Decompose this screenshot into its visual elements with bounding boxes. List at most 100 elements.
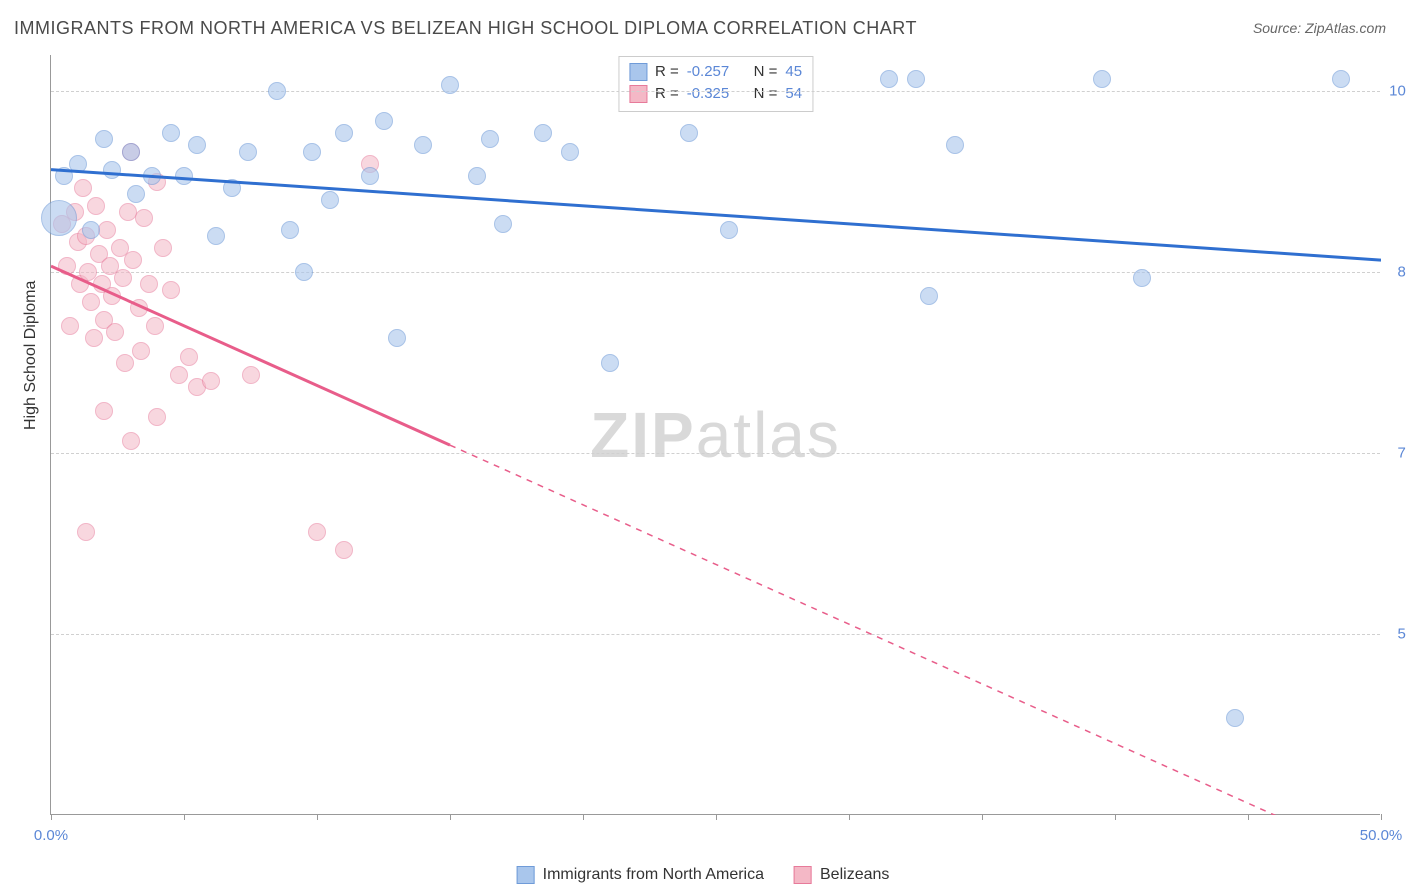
trend-lines [51, 55, 1381, 815]
data-point [103, 287, 121, 305]
data-point [87, 197, 105, 215]
data-point [95, 130, 113, 148]
x-tick [1248, 814, 1249, 820]
x-tick [583, 814, 584, 820]
legend-stats: R = -0.257 N = 45 R = -0.325 N = 54 [618, 56, 813, 112]
source-value: ZipAtlas.com [1305, 20, 1386, 36]
r-label-0: R = [655, 61, 679, 83]
legend-item-label-0: Immigrants from North America [543, 866, 764, 884]
y-tick-label: 70.0% [1385, 445, 1406, 462]
plot-area: ZIPatlas R = -0.257 N = 45 R = -0.325 N … [50, 55, 1380, 815]
data-point [907, 70, 925, 88]
data-point [1332, 70, 1350, 88]
data-point [720, 221, 738, 239]
x-tick-label: 50.0% [1360, 827, 1403, 844]
data-point [140, 275, 158, 293]
r-label-1: R = [655, 83, 679, 105]
data-point [361, 167, 379, 185]
x-tick-label: 0.0% [34, 827, 68, 844]
legend-stats-row-0: R = -0.257 N = 45 [629, 61, 802, 83]
data-point [95, 402, 113, 420]
data-point [946, 136, 964, 154]
data-point [202, 372, 220, 390]
data-point [1133, 269, 1151, 287]
data-point [1226, 709, 1244, 727]
data-point [388, 329, 406, 347]
data-point [239, 143, 257, 161]
y-axis-label: High School Diploma [22, 281, 40, 430]
r-value-1: -0.325 [687, 83, 730, 105]
data-point [162, 281, 180, 299]
data-point [481, 130, 499, 148]
data-point [61, 317, 79, 335]
y-tick-label: 100.0% [1385, 83, 1406, 100]
gridline [51, 453, 1380, 454]
data-point [303, 143, 321, 161]
data-point [122, 143, 140, 161]
data-point [680, 124, 698, 142]
legend-item-1: Belizeans [794, 866, 889, 884]
watermark-atlas: atlas [696, 399, 841, 471]
data-point [920, 287, 938, 305]
data-point [170, 366, 188, 384]
data-point [207, 227, 225, 245]
data-point [162, 124, 180, 142]
data-point [103, 161, 121, 179]
data-point [82, 293, 100, 311]
gridline [51, 634, 1380, 635]
data-point [135, 209, 153, 227]
data-point [534, 124, 552, 142]
data-point [308, 523, 326, 541]
data-point [180, 348, 198, 366]
data-point [58, 257, 76, 275]
data-point [148, 408, 166, 426]
legend-item-label-1: Belizeans [820, 866, 889, 884]
data-point [41, 200, 77, 236]
data-point [124, 251, 142, 269]
data-point [143, 167, 161, 185]
n-value-0: 45 [785, 61, 802, 83]
data-point [82, 221, 100, 239]
data-point [106, 323, 124, 341]
data-point [561, 143, 579, 161]
data-point [132, 342, 150, 360]
r-value-0: -0.257 [687, 61, 730, 83]
x-tick [1115, 814, 1116, 820]
watermark: ZIPatlas [590, 398, 841, 472]
data-point [122, 432, 140, 450]
data-point [335, 541, 353, 559]
x-tick [184, 814, 185, 820]
legend-swatch-1 [629, 85, 647, 103]
data-point [1093, 70, 1111, 88]
data-point [375, 112, 393, 130]
x-tick [317, 814, 318, 820]
data-point [242, 366, 260, 384]
data-point [69, 155, 87, 173]
chart-title: IMMIGRANTS FROM NORTH AMERICA VS BELIZEA… [14, 18, 917, 39]
chart-container: IMMIGRANTS FROM NORTH AMERICA VS BELIZEA… [0, 0, 1406, 892]
legend-stats-row-1: R = -0.325 N = 54 [629, 83, 802, 105]
gridline [51, 272, 1380, 273]
data-point [175, 167, 193, 185]
x-tick [716, 814, 717, 820]
data-point [223, 179, 241, 197]
data-point [295, 263, 313, 281]
data-point [880, 70, 898, 88]
data-point [85, 329, 103, 347]
data-point [74, 179, 92, 197]
x-tick [450, 814, 451, 820]
source-label: Source: [1253, 20, 1305, 36]
data-point [154, 239, 172, 257]
data-point [281, 221, 299, 239]
data-point [335, 124, 353, 142]
x-tick [51, 814, 52, 820]
data-point [494, 215, 512, 233]
y-tick-label: 85.0% [1385, 264, 1406, 281]
watermark-zip: ZIP [590, 399, 696, 471]
source-attribution: Source: ZipAtlas.com [1253, 20, 1386, 36]
x-tick [849, 814, 850, 820]
gridline [51, 91, 1380, 92]
n-label-1: N = [754, 83, 778, 105]
legend-bottom-swatch-1 [794, 866, 812, 884]
legend-item-0: Immigrants from North America [517, 866, 764, 884]
